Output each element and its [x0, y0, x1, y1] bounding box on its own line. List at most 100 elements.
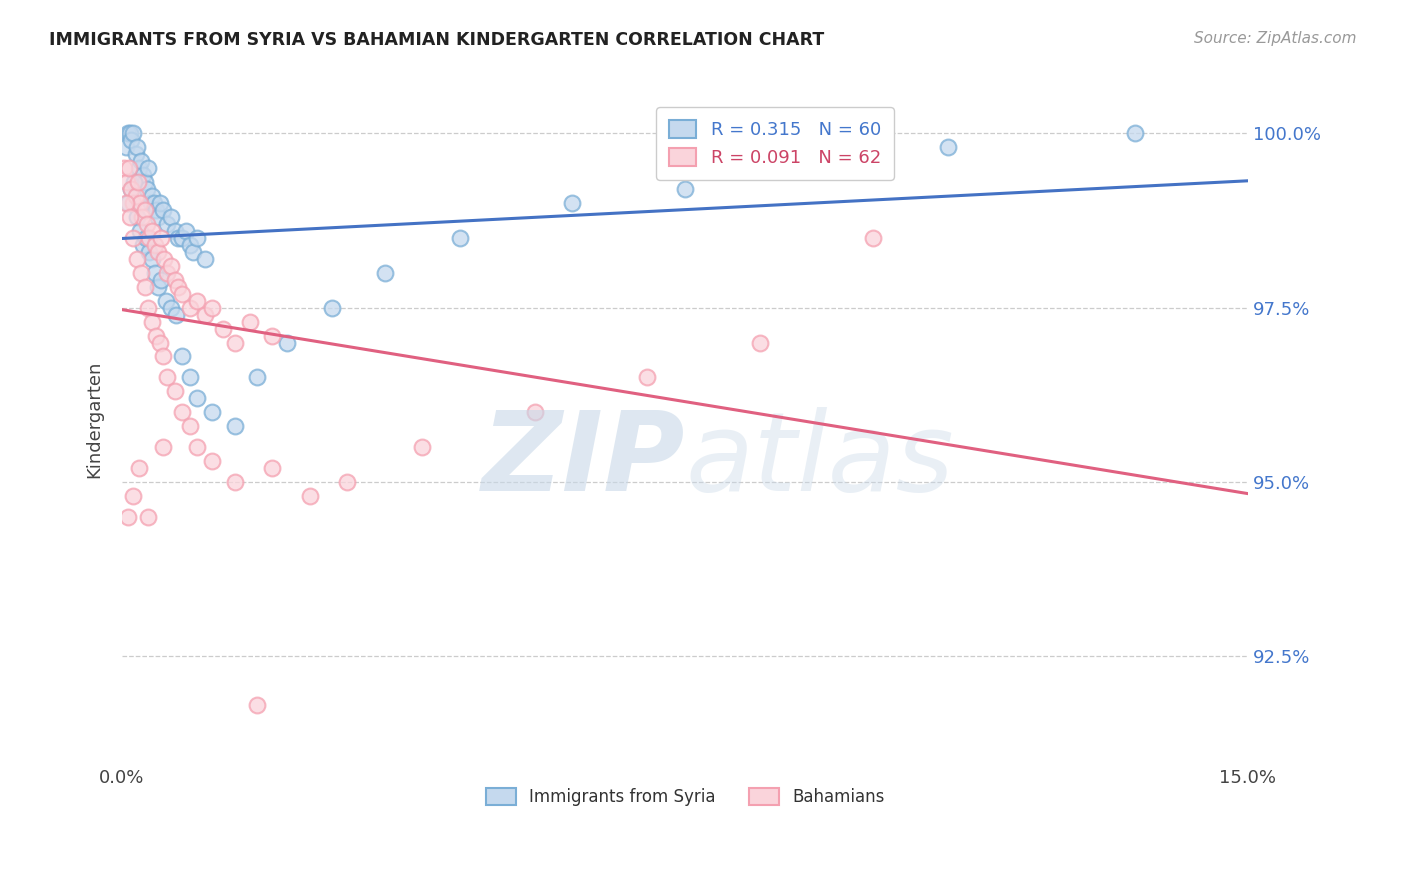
Point [143, 238, 166, 252]
Point [118, 210, 141, 224]
Point [117, 126, 139, 140]
Point [862, 231, 884, 245]
Y-axis label: Kindergarten: Kindergarten [86, 360, 103, 478]
Text: IMMIGRANTS FROM SYRIA VS BAHAMIAN KINDERGARTEN CORRELATION CHART: IMMIGRANTS FROM SYRIA VS BAHAMIAN KINDER… [49, 31, 824, 49]
Point [160, 259, 183, 273]
Point [125, 210, 148, 224]
Point [145, 328, 167, 343]
Text: atlas: atlas [685, 407, 953, 514]
Point [117, 196, 139, 211]
Point [118, 126, 141, 140]
Point [186, 231, 208, 245]
Point [114, 196, 136, 211]
Point [163, 273, 186, 287]
Point [132, 238, 155, 252]
Point [124, 147, 146, 161]
Point [172, 231, 194, 245]
Point [172, 286, 194, 301]
Point [224, 475, 246, 489]
Point [172, 405, 194, 419]
Point [276, 335, 298, 350]
Point [156, 217, 179, 231]
Point [120, 182, 142, 196]
Point [129, 196, 152, 211]
Point [128, 461, 150, 475]
Point [673, 182, 696, 196]
Point [141, 315, 163, 329]
Point [138, 244, 160, 259]
Point [128, 161, 150, 175]
Point [138, 231, 160, 245]
Point [936, 140, 959, 154]
Point [136, 161, 159, 175]
Point [194, 252, 217, 266]
Point [194, 308, 217, 322]
Point [114, 140, 136, 154]
Point [246, 370, 269, 384]
Point [374, 266, 396, 280]
Point [183, 244, 205, 259]
Point [1123, 126, 1146, 140]
Point [124, 189, 146, 203]
Point [132, 168, 155, 182]
Point [262, 328, 284, 343]
Point [155, 293, 177, 308]
Point [121, 489, 143, 503]
Point [129, 154, 152, 169]
Point [224, 419, 246, 434]
Point [167, 231, 190, 245]
Point [179, 419, 201, 434]
Point [179, 301, 201, 315]
Text: ZIP: ZIP [481, 407, 685, 514]
Point [172, 350, 194, 364]
Point [201, 454, 224, 468]
Point [201, 301, 224, 315]
Point [129, 266, 152, 280]
Point [129, 224, 152, 238]
Point [153, 252, 176, 266]
Point [118, 161, 141, 175]
Point [186, 293, 208, 308]
Point [146, 244, 169, 259]
Point [165, 308, 187, 322]
Point [135, 231, 157, 245]
Point [160, 301, 183, 315]
Point [152, 202, 174, 217]
Point [122, 231, 145, 245]
Point [411, 440, 433, 454]
Point [125, 140, 148, 154]
Point [336, 475, 359, 489]
Point [449, 231, 471, 245]
Point [136, 510, 159, 524]
Point [636, 370, 658, 384]
Point [120, 182, 142, 196]
Point [141, 224, 163, 238]
Point [135, 217, 157, 231]
Point [174, 224, 197, 238]
Point [298, 489, 321, 503]
Point [150, 273, 173, 287]
Point [142, 196, 165, 211]
Point [122, 126, 145, 140]
Point [749, 335, 772, 350]
Point [186, 392, 208, 406]
Point [160, 210, 183, 224]
Point [262, 461, 284, 475]
Point [115, 175, 138, 189]
Point [150, 231, 173, 245]
Point [201, 405, 224, 419]
Point [131, 210, 153, 224]
Point [824, 161, 846, 175]
Point [163, 384, 186, 399]
Point [117, 510, 139, 524]
Point [134, 202, 156, 217]
Point [167, 279, 190, 293]
Point [246, 698, 269, 713]
Point [127, 175, 149, 189]
Point [156, 266, 179, 280]
Point [122, 175, 145, 189]
Point [134, 175, 156, 189]
Text: Source: ZipAtlas.com: Source: ZipAtlas.com [1194, 31, 1357, 46]
Point [163, 224, 186, 238]
Point [145, 202, 167, 217]
